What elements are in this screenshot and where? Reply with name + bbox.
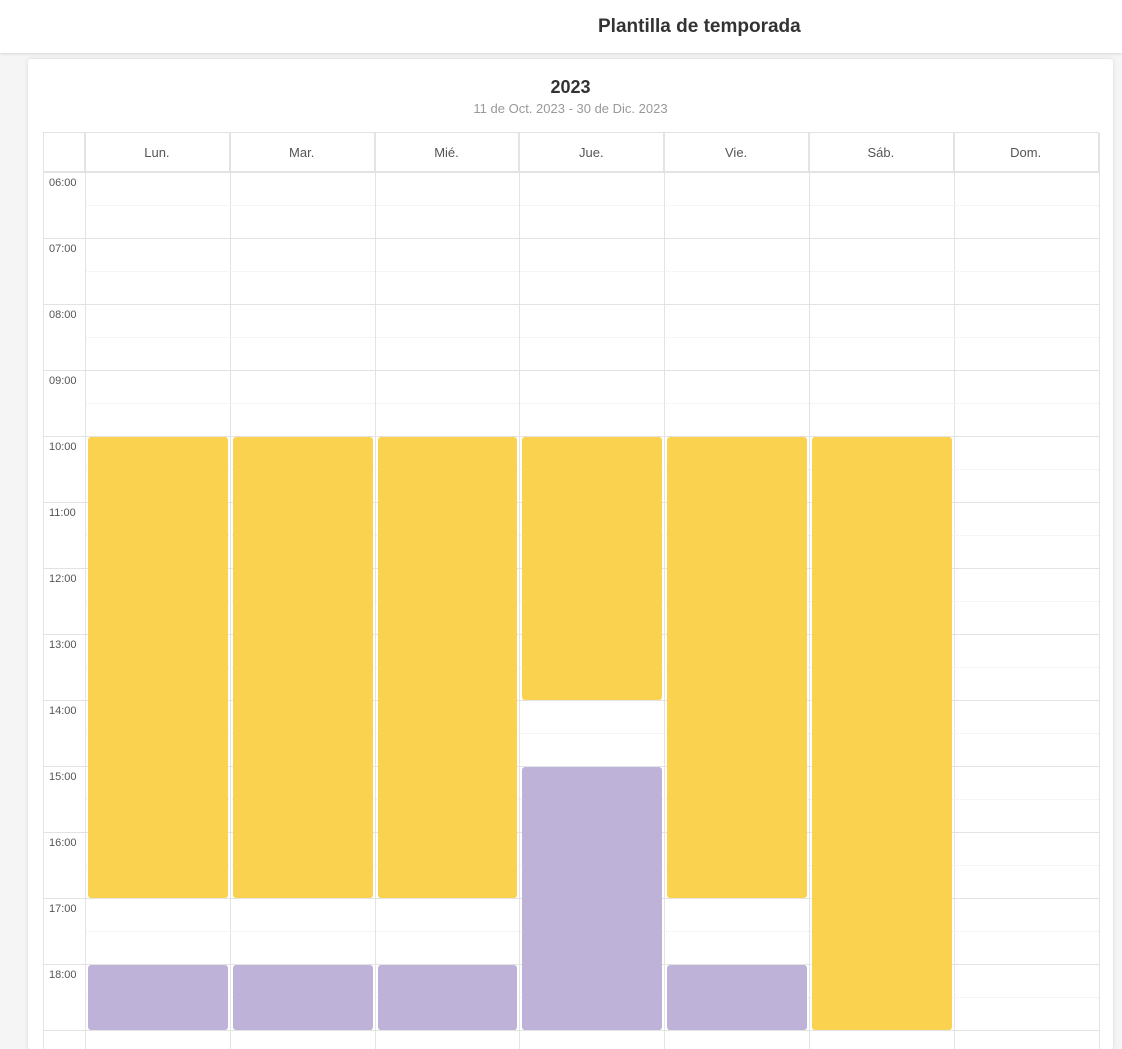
half-hour-gridline: [85, 337, 1099, 338]
schedule-block[interactable]: [667, 437, 807, 898]
day-column-divider: [664, 133, 666, 1049]
time-label: 14:00: [49, 705, 77, 717]
time-label: 18:00: [49, 969, 77, 981]
day-column-divider: [229, 133, 231, 1049]
half-hour-gridline: [85, 271, 1099, 272]
time-label: 13:00: [49, 639, 77, 651]
hour-gridline: [44, 172, 1099, 173]
time-label: 16:00: [49, 837, 77, 849]
day-column-divider: [809, 133, 810, 1049]
season-year: 2023: [550, 77, 591, 97]
time-label: 15:00: [49, 771, 77, 783]
day-header-0: Lun.: [85, 133, 230, 172]
time-label: 09:00: [49, 375, 77, 387]
day-header-2: Mié.: [374, 133, 520, 172]
schedule-block[interactable]: [522, 437, 663, 700]
season-date-range: 11 de Oct. 2023 - 30 de Dic. 2023: [473, 101, 668, 116]
hour-gridline: [44, 370, 1099, 371]
page-title: Plantilla de temporada: [598, 16, 801, 37]
schedule-block[interactable]: [377, 437, 518, 898]
day-header-4: Vie.: [664, 133, 809, 172]
day-header-3: Jue.: [519, 133, 665, 172]
time-label: 10:00: [49, 441, 77, 453]
half-hour-gridline: [85, 205, 1099, 206]
schedule-block[interactable]: [232, 437, 373, 898]
hour-gridline: [44, 238, 1099, 239]
day-column-divider: [1098, 133, 1100, 1049]
time-label: 11:00: [49, 507, 76, 519]
time-label: 07:00: [49, 243, 77, 255]
schedule-block[interactable]: [667, 965, 807, 1030]
schedule-block[interactable]: [522, 767, 663, 1030]
schedule-block[interactable]: [377, 965, 518, 1030]
time-label: 12:00: [49, 573, 77, 585]
hour-gridline: [44, 436, 1099, 437]
schedule-block[interactable]: [812, 437, 952, 1030]
day-header-1: Mar.: [229, 133, 375, 172]
top-bar: Plantilla de temporada: [0, 0, 1122, 53]
half-hour-gridline: [85, 403, 1099, 404]
time-label: 08:00: [49, 309, 77, 321]
day-column-divider: [953, 133, 955, 1049]
day-header-5: Sáb.: [809, 133, 954, 172]
hour-gridline: [44, 304, 1099, 305]
week-calendar: Lun. Mar. Mié. Jue. Vie. Sáb. Dom. 06:00 07:00 08…: [43, 132, 1100, 1049]
time-label: 17:00: [49, 903, 77, 915]
day-column-divider: [374, 133, 376, 1049]
hour-gridline: [44, 700, 1099, 701]
day-header-6: Dom.: [953, 133, 1099, 172]
time-column-divider: [85, 133, 86, 1049]
season-template-card: 2023 11 de Oct. 2023 - 30 de Dic. 2023 L…: [28, 59, 1113, 1049]
time-label: 06:00: [49, 177, 77, 189]
half-hour-gridline: [85, 733, 1099, 734]
day-column-divider: [519, 133, 521, 1049]
calendar-corner: [44, 133, 85, 172]
hour-gridline: [44, 1030, 1099, 1031]
hour-gridline: [44, 766, 1099, 767]
schedule-block[interactable]: [232, 965, 373, 1030]
schedule-block[interactable]: [88, 437, 228, 898]
schedule-block[interactable]: [88, 965, 228, 1030]
